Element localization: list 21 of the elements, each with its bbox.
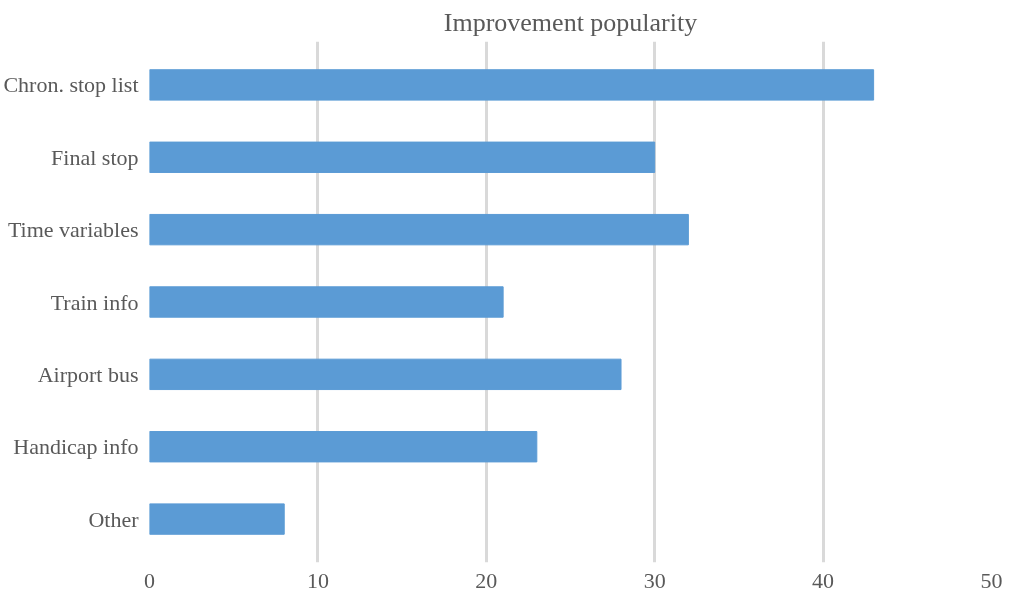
bar [149,286,504,318]
bar [149,213,689,246]
y-tick-label: Handicap info [13,434,139,460]
y-tick-label: Final stop [51,144,139,170]
x-tick-label: 40 [812,567,835,590]
x-tick-label: 20 [475,567,498,590]
bar [149,141,656,173]
bar [149,69,875,101]
x-tick-label: 0 [144,567,155,590]
bar [149,431,538,463]
y-tick-label: Train info [50,289,139,315]
x-tick-label: 50 [980,567,1003,590]
bar [149,358,622,391]
y-tick-label: Time variables [7,217,139,243]
y-tick-label: Chron. stop list [3,72,139,98]
bar [149,503,285,535]
chart-title: Improvement popularity [443,7,698,37]
y-tick-label: Other [88,506,140,532]
x-tick-label: 30 [643,567,666,590]
y-tick-label: Airport bus [37,361,139,387]
x-tick-label: 10 [306,567,329,590]
